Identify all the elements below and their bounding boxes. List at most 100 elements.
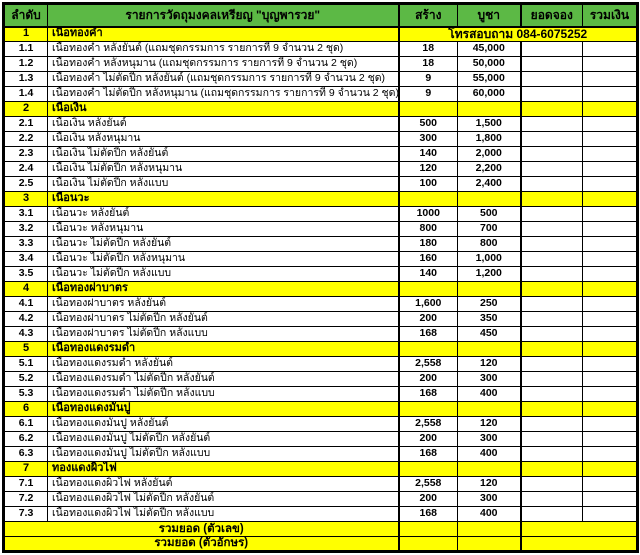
reserved-cell [519,176,583,192]
made-cell: 1,600 [397,296,458,312]
item-description-cell: เนื้อทองแดงรมดำ หลังยันต์ [47,356,399,372]
made-cell [397,521,458,537]
col-header-reserved: ยอดจอง [519,3,583,28]
made-cell: 9 [397,86,458,102]
reserved-cell [519,311,583,327]
col-header-made: สร้าง [397,3,458,28]
made-cell [397,341,458,357]
reserved-cell [519,506,583,522]
price-cell: 1,000 [457,251,521,267]
made-cell: 168 [397,386,458,402]
item-number-cell: 3.5 [3,266,48,282]
made-cell [397,461,458,477]
total-cell [582,341,638,357]
col-header-item: รายการวัดถุมงคลเหรียญ "บุญพารวย" [47,3,399,28]
made-cell: 9 [397,71,458,87]
item-number-cell: 7.3 [3,506,48,522]
reserved-cell [519,206,583,222]
item-row: 4.3 เนื้อทองฝาบาตร ไม่ตัดปีก หลังแบบ 168 45… [3,326,638,342]
section-number-cell: 4 [3,281,48,297]
section-row: 2 เนื้อเงิน [3,101,638,117]
phone-banner-cell: โทรสอบถาม 084-6075252 [397,26,638,42]
item-number-cell: 1.4 [3,86,48,102]
price-cell: 300 [457,371,521,387]
total-cell [582,116,638,132]
price-cell: 300 [457,491,521,507]
item-description-cell: เนื้อเงิน ไม่ตัดปีก หลังยันต์ [47,146,399,162]
made-cell: 18 [397,56,458,72]
total-cell [582,446,638,462]
item-row: 2.5 เนื้อเงิน ไม่ตัดปีก หลังแบบ 100 2,400 [3,176,638,192]
made-cell [397,281,458,297]
item-number-cell: 6.2 [3,431,48,447]
section-number-cell: 1 [3,26,48,42]
total-cell [582,506,638,522]
reserved-cell [519,371,583,387]
item-row: 3.1 เนื้อนวะ หลังยันต์ 1000 500 [3,206,638,222]
total-cell [582,41,638,57]
section-row: 3 เนื้อนวะ [3,191,638,207]
price-cell [457,341,521,357]
reserved-cell [519,86,583,102]
item-description-cell: เนื้อทองแดงผิวไฟ หลังยันต์ [47,476,399,492]
reserved-cell [519,296,583,312]
section-number-cell: 7 [3,461,48,477]
item-number-cell: 3.2 [3,221,48,237]
reserved-cell [519,416,583,432]
item-row: 2.3 เนื้อเงิน ไม่ตัดปีก หลังยันต์ 140 2,000 [3,146,638,162]
total-cell [582,176,638,192]
made-cell: 200 [397,311,458,327]
reserved-cell [519,56,583,72]
merged-total-cell [519,536,638,552]
grand-total-label-cell: รวมยอด (ตัวเลข) [3,521,399,537]
section-number-cell: 6 [3,401,48,417]
header-row: ลำดับ รายการวัดถุมงคลเหรียญ "บุญพารวย" ส… [3,3,638,28]
made-cell: 800 [397,221,458,237]
reserved-cell [519,41,583,57]
total-cell [582,461,638,477]
made-cell [397,191,458,207]
made-cell [397,536,458,552]
price-cell: 700 [457,221,521,237]
price-cell [457,401,521,417]
grand-total-label-cell: รวมยอด (ตัวอักษร) [3,536,399,552]
reserved-cell [519,191,583,207]
reserved-cell [519,221,583,237]
item-description-cell: เนื้อนวะ ไม่ตัดปีก หลังหนุมาน [47,251,399,267]
total-cell [582,131,638,147]
item-number-cell: 7.2 [3,491,48,507]
section-title-cell: เนื้อนวะ [47,191,399,207]
item-description-cell: เนื้อทองคำ ไม่ตัดปีก หลังหนุมาน (แถมชุดก… [47,86,399,102]
item-description-cell: เนื้อนวะ หลังยันต์ [47,206,399,222]
made-cell: 18 [397,41,458,57]
item-row: 6.2 เนื้อทองแดงมันปู ไม่ตัดปีก หลังยันต์ 2… [3,431,638,447]
section-title-cell: เนื้อทองแดงรมดำ [47,341,399,357]
item-description-cell: เนื้อทองคำ ไม่ตัดปีก หลังยันต์ (แถมชุดกร… [47,71,399,87]
item-row: 3.2 เนื้อนวะ หลังหนุมาน 800 700 [3,221,638,237]
total-cell [582,326,638,342]
made-cell: 2,558 [397,416,458,432]
made-cell [397,101,458,117]
section-row: 7 ทองแดงผิวไฟ [3,461,638,477]
total-cell [582,101,638,117]
item-description-cell: เนื้อนวะ ไม่ตัดปีก หลังยันต์ [47,236,399,252]
reserved-cell [519,326,583,342]
reserved-cell [519,446,583,462]
made-cell: 1000 [397,206,458,222]
reserved-cell [519,161,583,177]
price-cell [457,536,521,552]
price-cell: 2,400 [457,176,521,192]
item-description-cell: เนื้อทองฝาบาตร ไม่ตัดปีก หลังแบบ [47,326,399,342]
item-number-cell: 4.3 [3,326,48,342]
item-row: 6.3 เนื้อทองแดงมันปู ไม่ตัดปีก หลังแบบ 168… [3,446,638,462]
made-cell: 120 [397,161,458,177]
made-cell: 2,558 [397,476,458,492]
item-description-cell: เนื้อเงิน ไม่ตัดปีก หลังแบบ [47,176,399,192]
price-cell: 450 [457,326,521,342]
price-cell: 55,000 [457,71,521,87]
made-cell: 300 [397,131,458,147]
item-number-cell: 3.4 [3,251,48,267]
reserved-cell [519,341,583,357]
total-cell [582,386,638,402]
